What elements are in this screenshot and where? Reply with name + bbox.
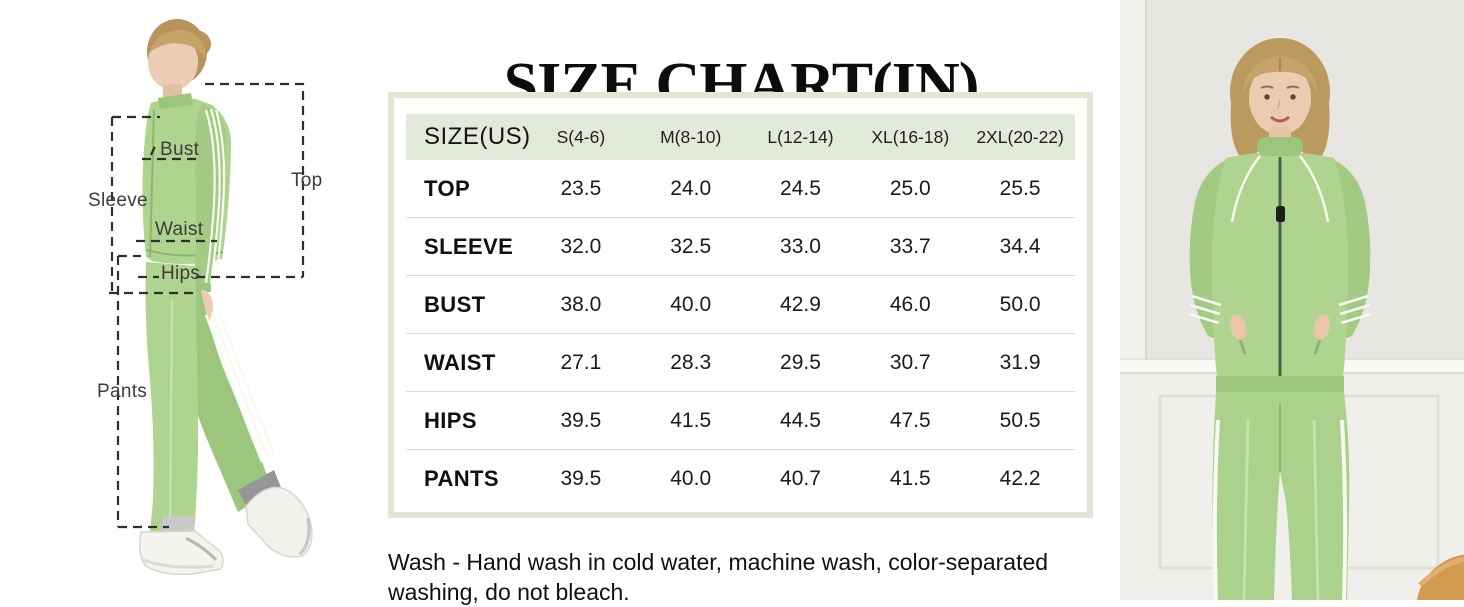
measure-label-hips: Hips (161, 263, 201, 284)
table-cell: 46.0 (889, 292, 931, 316)
table-cell: 31.9 (999, 350, 1041, 374)
table-cell: 39.5 (560, 466, 602, 490)
table-cell: 34.4 (999, 234, 1041, 258)
row-label: HIPS (424, 407, 477, 433)
table-cell: 42.9 (780, 292, 821, 316)
right-model-photo (1120, 0, 1464, 600)
column-header-xl: XL(16-18) (871, 126, 950, 147)
table-cell: 32.0 (560, 234, 602, 258)
table-cell: 25.0 (889, 176, 931, 200)
model-front-figure (1188, 38, 1372, 600)
table-cell: 23.5 (560, 176, 602, 200)
model-side-illustration (109, 19, 313, 576)
table-row-sleeve: SLEEVE 32.0 32.5 33.0 33.7 34.4 (406, 218, 1075, 276)
table-cell: 40.0 (670, 466, 712, 490)
table-cell: 33.7 (889, 234, 931, 258)
table-row-hips: HIPS 39.5 41.5 44.5 47.5 50.5 (406, 392, 1075, 450)
table-cell: 42.2 (999, 466, 1041, 490)
column-header-m: M(8-10) (660, 126, 722, 147)
measure-label-pants: Pants (97, 381, 148, 402)
size-table: SIZE(US) S(4-6) M(8-10) L(12-14) XL(16-1… (388, 92, 1093, 518)
table-cell: 38.0 (560, 292, 602, 316)
row-label: TOP (424, 175, 471, 201)
measure-label-bust: Bust (160, 139, 200, 160)
measure-label-sleeve: Sleeve (88, 190, 148, 211)
wash-instructions: Wash - Hand wash in cold water, machine … (388, 549, 1049, 605)
left-measurement-photo: Bust Sleeve Top Waist Hips Pants (0, 0, 380, 600)
table-row-pants: PANTS 39.5 40.0 40.7 41.5 42.2 (406, 450, 1075, 507)
measure-label-top: Top (291, 170, 323, 191)
table-row-waist: WAIST 27.1 28.3 29.5 30.7 31.9 (406, 334, 1075, 392)
table-cell: 41.5 (889, 466, 931, 490)
row-label: SLEEVE (424, 233, 514, 259)
model-front-illustration (1120, 0, 1464, 600)
measure-label-waist: Waist (155, 219, 204, 240)
table-cell: 25.5 (999, 176, 1041, 200)
table-row-bust: BUST 38.0 40.0 42.9 46.0 50.0 (406, 276, 1075, 334)
table-cell: 30.7 (889, 350, 931, 374)
table-cell: 50.0 (999, 292, 1041, 316)
column-header-2xl: 2XL(20-22) (976, 126, 1064, 147)
table-cell: 47.5 (889, 408, 931, 432)
row-label: BUST (424, 291, 486, 317)
model-side-figure (139, 19, 313, 576)
table-cell: 39.5 (560, 408, 602, 432)
table-cell: 24.0 (670, 176, 712, 200)
column-header-size: SIZE(US) (424, 123, 531, 150)
size-table-header: SIZE(US) S(4-6) M(8-10) L(12-14) XL(16-1… (406, 114, 1075, 160)
table-cell: 40.7 (780, 466, 821, 490)
top-guide-line (205, 82, 305, 277)
column-header-s: S(4-6) (556, 126, 606, 147)
row-label: PANTS (424, 465, 499, 491)
table-row-top: TOP 23.5 24.0 24.5 25.0 25.5 (406, 160, 1075, 218)
table-cell: 40.0 (670, 292, 712, 316)
table-cell: 33.0 (780, 234, 821, 258)
measurement-guides (109, 82, 305, 529)
table-cell: 32.5 (670, 234, 712, 258)
table-cell: 29.5 (780, 350, 821, 374)
table-cell: 50.5 (999, 408, 1041, 432)
column-header-l: L(12-14) (767, 126, 834, 147)
table-cell: 44.5 (780, 408, 821, 432)
table-cell: 28.3 (670, 350, 712, 374)
table-cell: 27.1 (560, 350, 602, 374)
stool-illustration (1416, 554, 1464, 600)
table-cell: 41.5 (670, 408, 712, 432)
bust-guide-tick (150, 141, 158, 156)
row-label: WAIST (424, 349, 496, 375)
table-cell: 24.5 (780, 176, 821, 200)
